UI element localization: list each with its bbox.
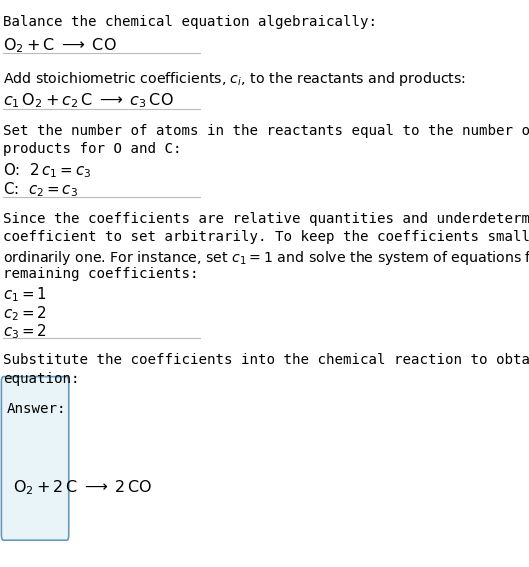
- Text: $c_1\,\mathrm{O_2} + c_2\,\mathrm{C} \;\longrightarrow\; c_3\,\mathrm{CO}$: $c_1\,\mathrm{O_2} + c_2\,\mathrm{C} \;\…: [3, 92, 174, 111]
- Text: Set the number of atoms in the reactants equal to the number of atoms in the: Set the number of atoms in the reactants…: [3, 124, 529, 138]
- Text: equation:: equation:: [3, 371, 80, 386]
- Text: Since the coefficients are relative quantities and underdetermined, choose a: Since the coefficients are relative quan…: [3, 213, 529, 226]
- Text: $c_1 = 1$: $c_1 = 1$: [3, 285, 47, 304]
- Text: Add stoichiometric coefficients, $c_i$, to the reactants and products:: Add stoichiometric coefficients, $c_i$, …: [3, 70, 466, 88]
- FancyBboxPatch shape: [2, 376, 69, 540]
- Text: $c_2 = 2$: $c_2 = 2$: [3, 304, 47, 323]
- Text: C:  $c_2 = c_3$: C: $c_2 = c_3$: [3, 180, 78, 199]
- Text: $\mathrm{O_2 + C \;\longrightarrow\; CO}$: $\mathrm{O_2 + C \;\longrightarrow\; CO}…: [3, 36, 117, 55]
- Text: products for O and C:: products for O and C:: [3, 142, 182, 156]
- Text: O:  $2\,c_1 = c_3$: O: $2\,c_1 = c_3$: [3, 162, 92, 180]
- Text: $\mathrm{O_2 + 2\,C \;\longrightarrow\; 2\,CO}$: $\mathrm{O_2 + 2\,C \;\longrightarrow\; …: [13, 478, 153, 497]
- Text: coefficient to set arbitrarily. To keep the coefficients small, the arbitrary va: coefficient to set arbitrarily. To keep …: [3, 230, 529, 244]
- Text: Substitute the coefficients into the chemical reaction to obtain the balanced: Substitute the coefficients into the che…: [3, 353, 529, 367]
- Text: Answer:: Answer:: [7, 402, 67, 416]
- Text: ordinarily one. For instance, set $c_1 = 1$ and solve the system of equations fo: ordinarily one. For instance, set $c_1 =…: [3, 248, 529, 266]
- Text: Balance the chemical equation algebraically:: Balance the chemical equation algebraica…: [3, 15, 377, 29]
- Text: $c_3 = 2$: $c_3 = 2$: [3, 322, 47, 341]
- Text: remaining coefficients:: remaining coefficients:: [3, 266, 199, 281]
